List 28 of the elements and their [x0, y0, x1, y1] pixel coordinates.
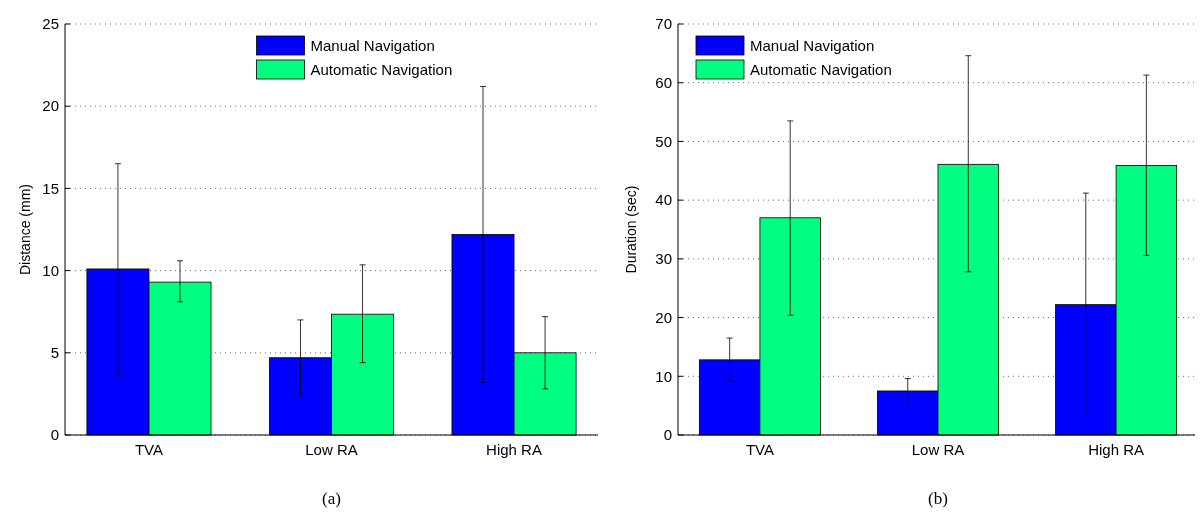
y-tick-label: 10 [42, 261, 59, 279]
legend-label: Manual Navigation [750, 37, 875, 55]
y-tick-label: 10 [655, 367, 672, 385]
y-tick-label: 20 [655, 308, 672, 326]
x-tick-label: TVA [134, 441, 163, 458]
y-tick-label: 25 [42, 15, 59, 33]
y-tick-label: 15 [42, 179, 59, 197]
x-tick-label: TVA [745, 441, 774, 458]
y-tick-label: 0 [663, 426, 672, 444]
y-tick-label: 60 [655, 73, 672, 91]
y-tick-label: 0 [50, 426, 59, 444]
text: (b) [928, 489, 948, 508]
x-tick-label: High RA [486, 441, 542, 458]
y-tick-label: 70 [655, 15, 672, 33]
y-axis-title: Distance (mm) [17, 183, 33, 276]
x-tick-label: Low RA [305, 441, 358, 458]
legend-label: Automatic Navigation [750, 61, 892, 79]
x-tick-label: Low RA [911, 441, 965, 458]
legend-label: Automatic Navigation [310, 61, 453, 79]
x-tick-label: High RA [1088, 441, 1145, 458]
legend-label: Manual Navigation [310, 37, 435, 55]
y-tick-label: 40 [655, 191, 672, 209]
y-axis-title: Duration (sec) [623, 185, 639, 274]
y-tick-label: 5 [50, 344, 59, 362]
text: (a) [322, 489, 341, 508]
y-tick-label: 30 [655, 250, 672, 268]
y-tick-label: 20 [42, 97, 59, 115]
y-tick-label: 50 [655, 132, 672, 150]
